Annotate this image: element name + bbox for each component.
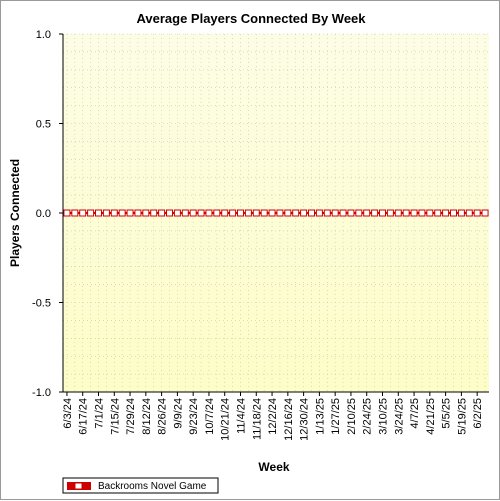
x-tick-label: 11/4/24 — [236, 398, 248, 434]
x-tick-label: 10/7/24 — [204, 398, 216, 435]
x-axis-ticks: 6/3/24 6/17/24 7/1/24 7/15/24 7/29/24 8/12/24… — [62, 392, 484, 441]
data-point — [110, 209, 118, 217]
x-tick-label: 1/13/25 — [314, 398, 326, 435]
x-tick-label: 2/10/25 — [346, 398, 358, 435]
data-point — [442, 209, 450, 217]
x-tick-label: 1/27/25 — [330, 398, 342, 435]
x-tick-label: 7/29/24 — [125, 398, 137, 435]
x-tick-label: 2/24/25 — [362, 398, 374, 435]
data-point — [450, 209, 457, 217]
legend: Backrooms Novel Game — [62, 477, 219, 494]
data-point — [355, 209, 363, 217]
x-tick-label: 6/2/25 — [472, 398, 484, 429]
data-point — [173, 209, 181, 217]
x-tick-label: 4/7/25 — [409, 398, 421, 429]
chart-title: Average Players Connected By Week — [136, 11, 366, 26]
data-point — [371, 209, 379, 217]
data-point — [347, 209, 355, 217]
x-tick-label: 12/30/24 — [299, 398, 311, 441]
data-point — [410, 209, 418, 217]
x-tick-label: 6/17/24 — [78, 398, 90, 435]
data-point — [221, 209, 229, 217]
y-tick-label: -1.0 — [32, 387, 51, 399]
data-point — [426, 209, 434, 217]
data-point — [95, 209, 102, 217]
data-point — [213, 209, 221, 217]
x-tick-label: 7/1/24 — [94, 398, 106, 429]
data-point — [481, 209, 489, 217]
x-tick-label: 5/5/25 — [441, 398, 453, 429]
data-point — [276, 209, 284, 217]
data-point — [158, 209, 166, 217]
data-point — [79, 209, 87, 217]
data-point — [244, 209, 252, 217]
legend-label: Backrooms Novel Game — [98, 481, 207, 492]
data-point — [394, 209, 402, 217]
data-point — [386, 209, 394, 217]
data-point — [315, 209, 323, 217]
data-point — [292, 209, 300, 217]
data-point — [189, 209, 197, 217]
data-point — [379, 209, 386, 217]
x-tick-label: 10/21/24 — [220, 398, 232, 441]
data-point — [331, 209, 339, 217]
data-point — [252, 209, 260, 217]
data-point — [181, 209, 189, 217]
x-tick-label: 8/26/24 — [157, 398, 169, 435]
data-point — [229, 209, 237, 217]
data-point — [300, 209, 308, 217]
x-tick-label: 8/12/24 — [141, 398, 153, 435]
data-point — [142, 209, 150, 217]
data-point — [237, 209, 244, 217]
data-point — [363, 209, 371, 217]
data-point — [284, 209, 292, 217]
x-tick-label: 12/16/24 — [283, 398, 295, 441]
data-point — [473, 209, 481, 217]
data-point — [166, 209, 173, 217]
y-axis-title: Players Connected — [8, 159, 22, 267]
x-tick-label: 9/23/24 — [188, 398, 200, 435]
data-point — [323, 209, 331, 217]
legend-box — [62, 477, 219, 494]
data-point — [197, 209, 205, 217]
y-tick-label: 1.0 — [36, 29, 51, 41]
data-point — [126, 209, 134, 217]
data-point — [418, 209, 426, 217]
data-point — [402, 209, 410, 217]
data-point — [102, 209, 110, 217]
y-tick-label: 0.5 — [36, 119, 51, 131]
x-tick-label: 3/24/25 — [393, 398, 405, 435]
x-tick-label: 3/10/25 — [378, 398, 390, 435]
data-point — [118, 209, 126, 217]
data-point — [260, 209, 268, 217]
data-point — [205, 209, 213, 217]
y-tick-label: -0.5 — [32, 298, 51, 310]
data-point — [308, 209, 315, 217]
legend-marker — [74, 482, 83, 490]
data-point — [339, 209, 347, 217]
data-point — [63, 209, 71, 217]
data-point — [71, 209, 79, 217]
data-point — [134, 209, 142, 217]
data-point — [457, 209, 465, 217]
y-axis-ticks: 1.0 0.5 0.0 -0.5 -1.0 — [32, 29, 63, 399]
x-tick-label: 7/15/24 — [109, 398, 121, 435]
x-tick-label: 12/2/24 — [267, 398, 279, 435]
x-tick-label: 6/3/24 — [62, 398, 74, 429]
x-tick-label: 9/9/24 — [172, 398, 184, 429]
x-tick-label: 11/18/24 — [251, 398, 263, 440]
y-tick-label: 0.0 — [36, 208, 51, 220]
x-axis-title: Week — [258, 460, 289, 474]
data-point — [434, 209, 442, 217]
data-point — [87, 209, 95, 217]
data-point — [268, 209, 276, 217]
data-point — [465, 209, 473, 217]
x-tick-label: 4/21/25 — [425, 398, 437, 435]
series-layer — [63, 209, 489, 217]
x-tick-label: 5/19/25 — [456, 398, 468, 435]
data-point — [150, 209, 158, 217]
